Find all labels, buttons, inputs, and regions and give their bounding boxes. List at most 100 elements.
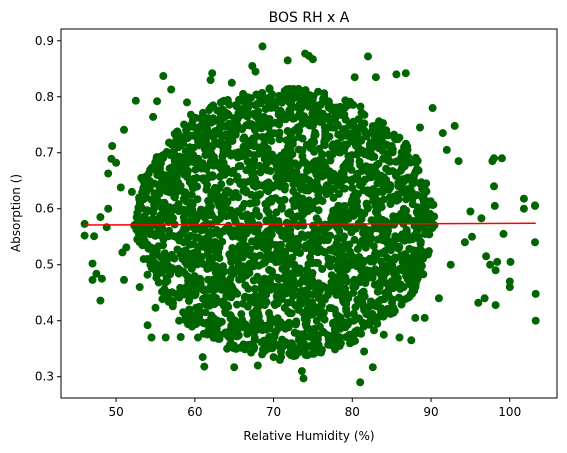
data-point: [327, 278, 336, 287]
x-axis-ticks: 50 60 70 80 90 100: [108, 398, 521, 419]
data-point: [240, 344, 249, 353]
data-point: [397, 265, 406, 274]
data-point: [122, 243, 131, 252]
data-point: [229, 166, 238, 175]
data-point: [112, 158, 121, 167]
data-point: [355, 253, 364, 261]
data-point: [491, 301, 500, 310]
data-point: [336, 259, 345, 268]
data-point: [252, 178, 261, 187]
data-point: [249, 293, 258, 302]
data-point: [230, 191, 239, 200]
data-point: [240, 293, 249, 302]
data-point: [361, 243, 370, 252]
data-point: [288, 196, 297, 205]
data-point: [241, 321, 250, 329]
data-point: [406, 158, 415, 167]
data-point: [223, 344, 232, 353]
data-point: [506, 257, 515, 266]
data-point: [207, 311, 216, 320]
data-point: [347, 206, 356, 214]
data-point: [176, 333, 185, 341]
data-point: [240, 105, 249, 114]
data-point: [353, 175, 362, 184]
data-point: [263, 144, 272, 153]
data-point: [224, 149, 233, 158]
data-point: [253, 361, 262, 370]
data-point: [206, 211, 215, 219]
data-point: [308, 55, 317, 64]
data-point: [279, 257, 288, 266]
data-point: [294, 235, 303, 244]
data-point: [262, 186, 271, 194]
data-point: [336, 141, 345, 150]
data-points: [80, 42, 540, 387]
data-point: [358, 236, 367, 245]
data-point: [205, 301, 214, 310]
data-point: [183, 98, 191, 107]
data-point: [411, 153, 420, 162]
data-point: [386, 200, 395, 209]
data-point: [347, 199, 356, 208]
data-point: [310, 158, 319, 167]
data-point: [407, 259, 416, 267]
data-point: [319, 327, 327, 336]
data-point: [139, 255, 148, 264]
data-point: [143, 206, 152, 215]
data-point: [90, 232, 99, 241]
y-tick-label: 0.8: [35, 90, 54, 104]
data-point: [318, 156, 327, 165]
data-point: [250, 284, 259, 293]
data-point: [286, 208, 294, 217]
data-point: [375, 278, 384, 287]
data-point: [290, 114, 299, 123]
data-point: [315, 287, 324, 296]
data-point: [531, 201, 539, 210]
data-point: [356, 378, 365, 387]
data-point: [446, 260, 455, 269]
data-point: [231, 227, 240, 236]
data-point: [266, 313, 275, 322]
data-point: [288, 253, 297, 262]
data-point: [206, 282, 215, 291]
data-point: [271, 328, 280, 337]
data-point: [267, 230, 276, 239]
data-point: [330, 325, 339, 334]
data-point: [302, 206, 311, 215]
data-point: [97, 274, 106, 283]
data-point: [178, 135, 187, 144]
data-point: [155, 189, 164, 198]
data-point: [180, 157, 189, 166]
data-point: [378, 232, 387, 241]
data-point: [262, 206, 271, 215]
data-point: [372, 161, 381, 170]
data-point: [189, 240, 198, 249]
data-point: [377, 271, 386, 280]
data-point: [366, 138, 375, 147]
data-point: [395, 133, 404, 142]
data-point: [370, 254, 379, 263]
data-point: [401, 69, 410, 78]
data-point: [285, 309, 294, 318]
data-point: [329, 318, 338, 327]
fit-line-group: [84, 222, 536, 226]
data-point: [391, 232, 400, 241]
fit-line: [84, 222, 536, 226]
data-point: [292, 168, 301, 176]
data-point: [192, 284, 201, 293]
x-tick-label: 50: [108, 405, 123, 419]
data-point: [231, 209, 239, 218]
data-point: [428, 214, 437, 222]
data-point: [326, 262, 335, 271]
data-point: [276, 182, 285, 191]
data-point: [354, 125, 363, 134]
data-point: [170, 156, 179, 165]
data-point: [289, 136, 298, 144]
data-point: [306, 181, 315, 190]
data-point: [221, 167, 230, 176]
data-point: [153, 171, 162, 179]
data-point: [178, 228, 187, 236]
data-point: [238, 203, 247, 212]
data-point: [364, 52, 372, 61]
